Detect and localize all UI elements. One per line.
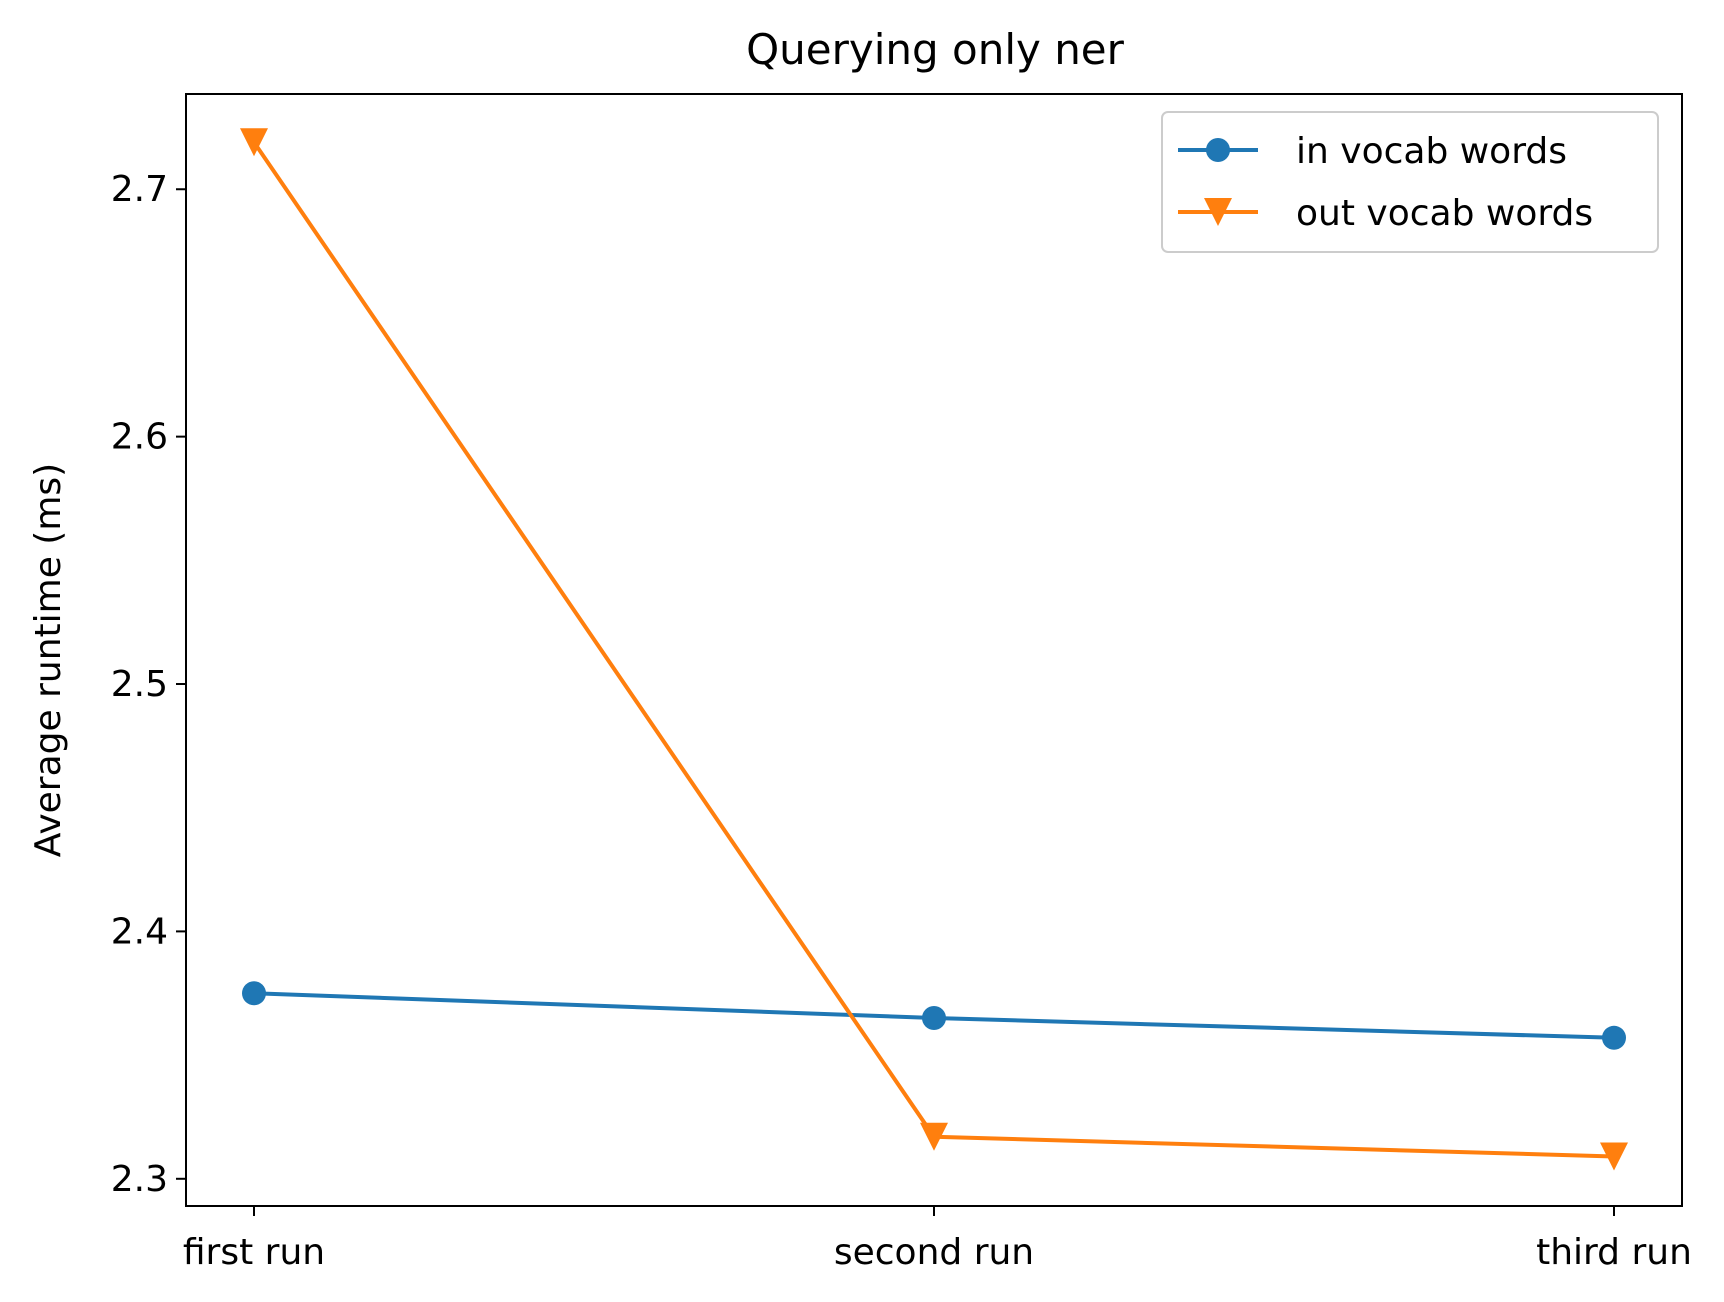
data-point bbox=[242, 981, 266, 1006]
y-tick-label: 2.4 bbox=[111, 911, 168, 952]
series-in-vocab-words bbox=[242, 981, 1626, 1050]
y-axis: 2.3 2.4 2.5 2.6 2.7 bbox=[111, 169, 186, 1200]
series-out-vocab-words bbox=[240, 128, 1628, 1171]
legend-entry: in vocab words bbox=[1178, 131, 1567, 172]
legend-entry: out vocab words bbox=[1178, 193, 1593, 234]
data-point bbox=[1602, 1025, 1626, 1050]
legend-label: out vocab words bbox=[1296, 193, 1593, 234]
y-tick-label: 2.7 bbox=[111, 169, 168, 210]
legend-box bbox=[1161, 111, 1659, 253]
legend-label: in vocab words bbox=[1296, 131, 1567, 172]
y-axis-label: Average runtime (ms) bbox=[28, 463, 69, 857]
plot-frame bbox=[185, 93, 1683, 1207]
x-tick-label: first run bbox=[183, 1232, 325, 1273]
legend: in vocab words out vocab words bbox=[1161, 111, 1659, 253]
legend-marker bbox=[1206, 138, 1230, 162]
x-tick-label: third run bbox=[1536, 1232, 1692, 1273]
x-tick-label: second run bbox=[834, 1232, 1034, 1273]
y-tick-label: 2.5 bbox=[111, 664, 168, 705]
legend-marker bbox=[1204, 198, 1232, 226]
data-point bbox=[920, 1122, 948, 1151]
x-axis: first run second run third run bbox=[183, 1206, 1692, 1273]
data-point bbox=[1600, 1142, 1628, 1171]
data-point bbox=[922, 1005, 946, 1030]
chart-title: Querying only ner bbox=[746, 25, 1125, 74]
data-point bbox=[240, 128, 268, 157]
y-tick-label: 2.6 bbox=[111, 417, 168, 458]
y-tick-label: 2.3 bbox=[111, 1159, 168, 1200]
plot-series bbox=[240, 128, 1628, 1171]
